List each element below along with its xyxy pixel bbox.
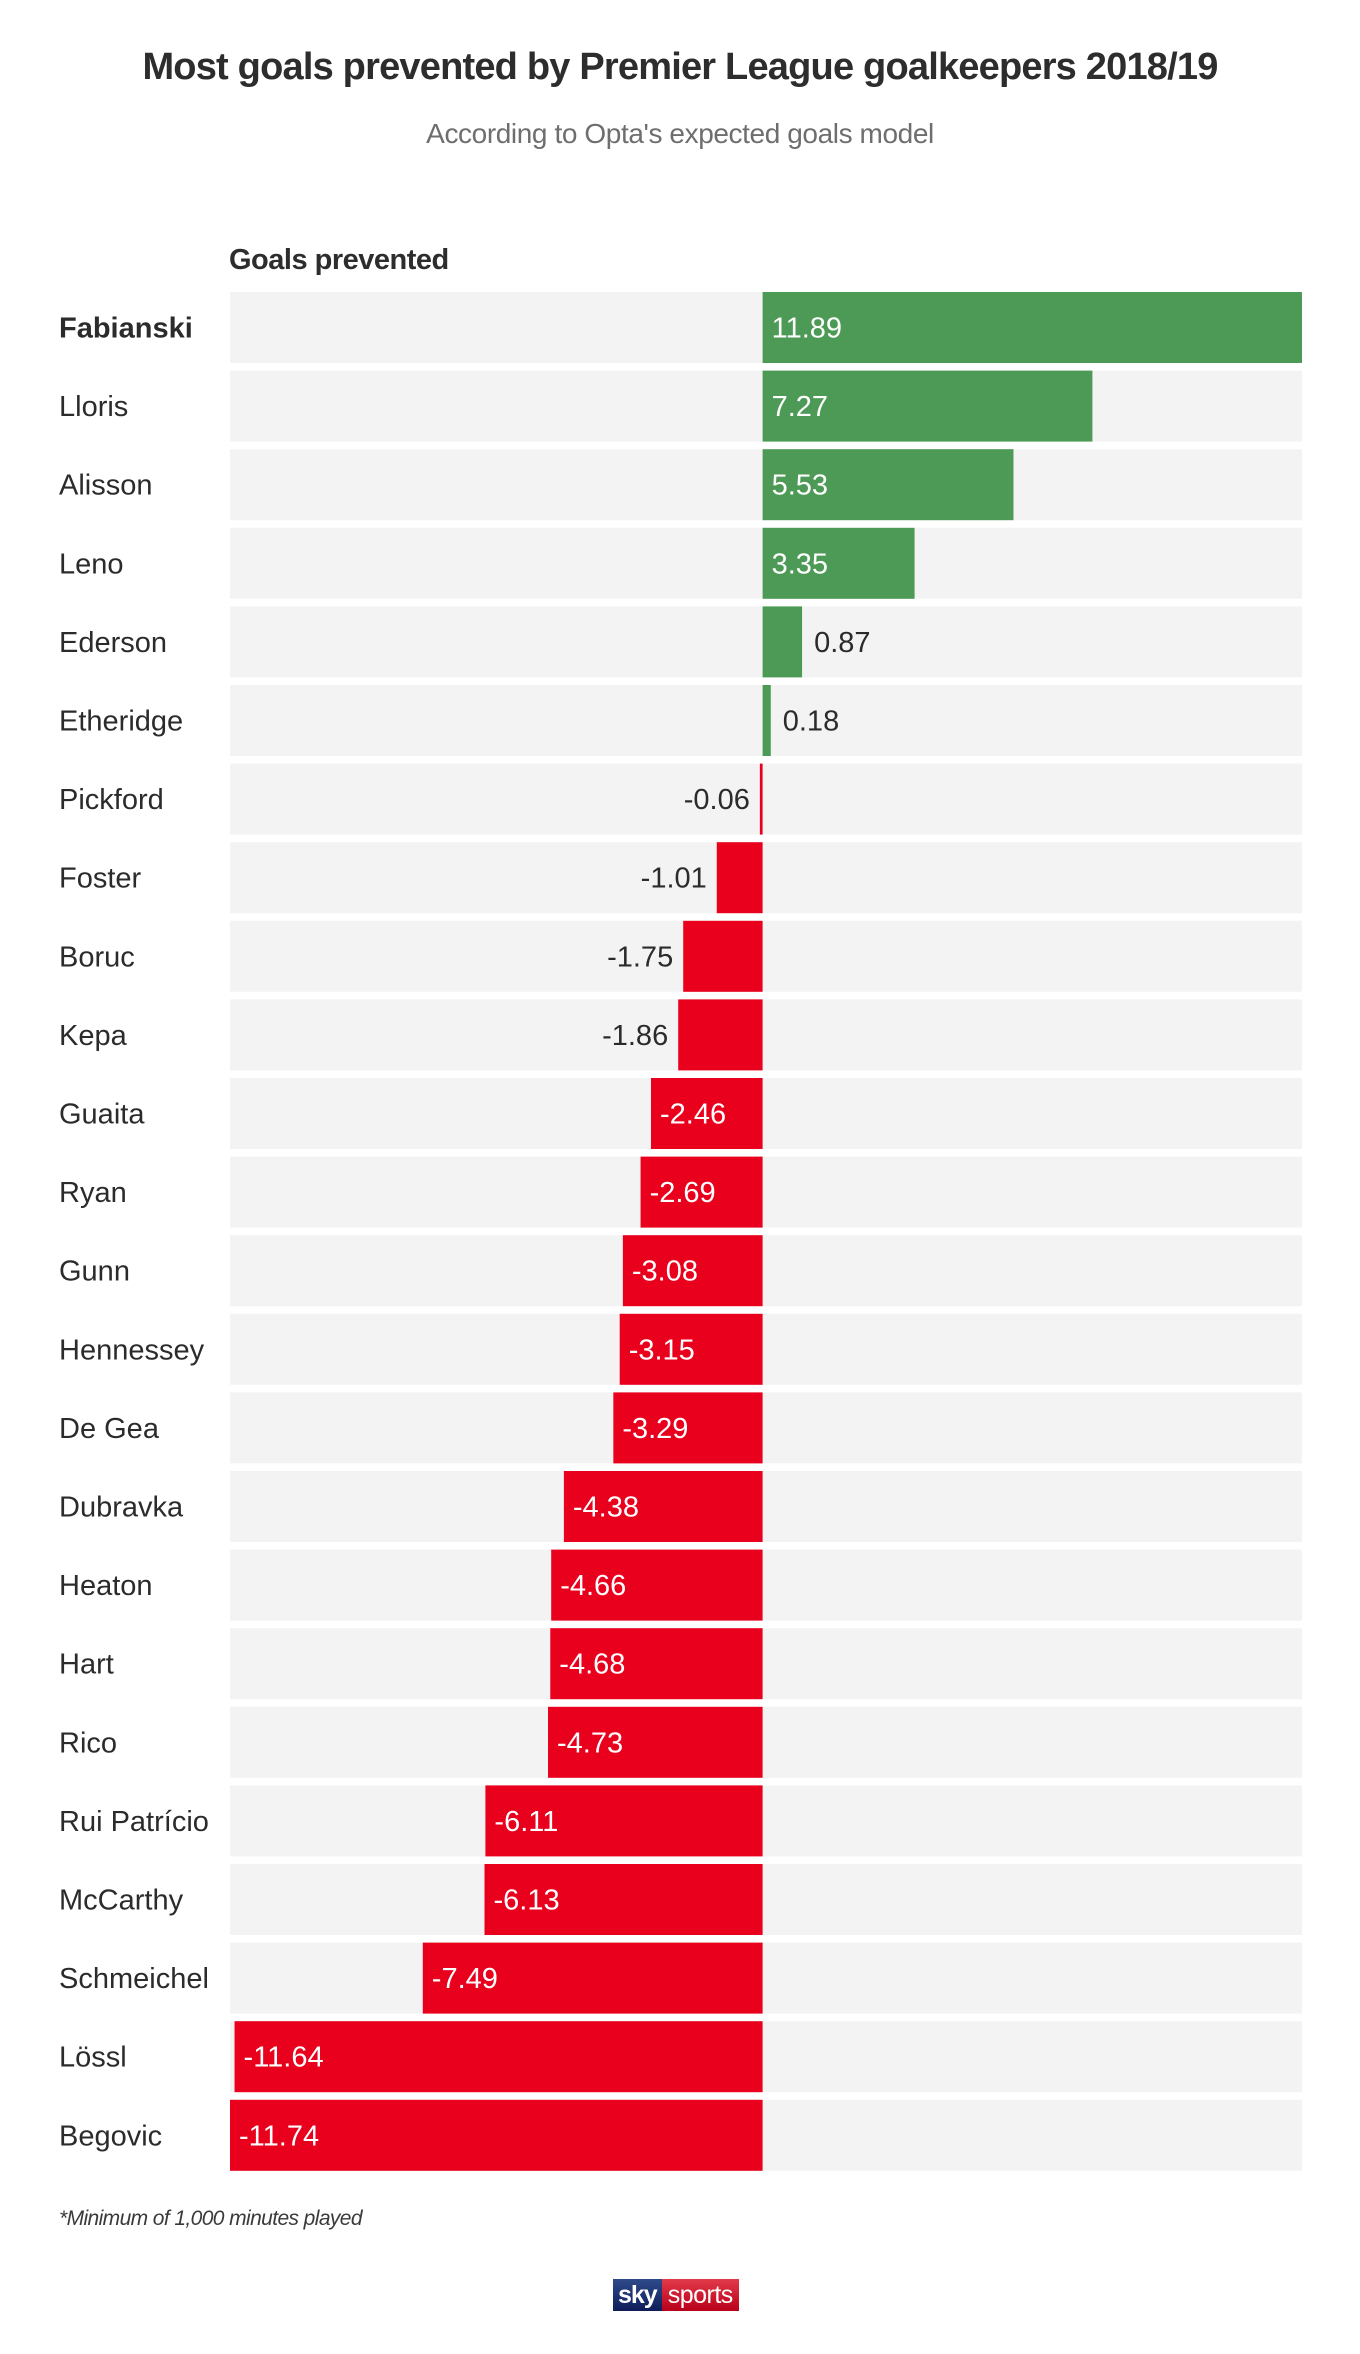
bar-track <box>230 1942 1302 2014</box>
bar <box>230 2099 763 2171</box>
category-label: Lössl <box>59 2042 127 2074</box>
chart-subtitle: According to Opta's expected goals model <box>426 118 934 149</box>
bar <box>683 920 763 992</box>
data-label: -6.11 <box>494 1806 558 1838</box>
data-label: -11.64 <box>244 2042 324 2074</box>
data-label: 11.89 <box>772 313 842 345</box>
category-label: Ryan <box>59 1177 127 1209</box>
category-label: Alisson <box>59 470 153 502</box>
category-label: Foster <box>59 863 142 895</box>
bar <box>622 1235 763 1307</box>
bar-track <box>230 1471 1302 1542</box>
bar-track <box>230 1235 1302 1307</box>
data-label: -0.06 <box>684 784 750 816</box>
bar <box>640 1156 763 1228</box>
category-label: Rui Patrício <box>59 1806 209 1838</box>
bar-track <box>230 1706 1302 1778</box>
data-label: 0.87 <box>814 627 870 659</box>
bar-track <box>230 1785 1302 1857</box>
bar <box>485 1785 763 1857</box>
data-label: -4.38 <box>573 1492 639 1524</box>
data-label: -4.68 <box>559 1649 625 1681</box>
bar <box>613 1392 763 1464</box>
bar <box>551 1549 763 1621</box>
bar <box>762 685 771 756</box>
data-label: -1.86 <box>602 1020 668 1052</box>
bar <box>762 449 1014 521</box>
category-label: Schmeichel <box>59 1963 209 1995</box>
data-label: -1.75 <box>607 941 673 973</box>
bar-track <box>230 763 1302 835</box>
bar <box>563 1471 763 1542</box>
bar <box>619 1313 763 1385</box>
data-label: 5.53 <box>772 470 828 502</box>
footnote: *Minimum of 1,000 minutes played <box>59 2207 363 2230</box>
bar-track <box>230 1313 1302 1385</box>
logo-sports-text: sports <box>661 2279 739 2311</box>
bar-track <box>230 1864 1302 1935</box>
bar <box>762 292 1302 363</box>
category-label: Leno <box>59 548 124 580</box>
data-label: -4.66 <box>560 1570 626 1602</box>
bar-track <box>230 920 1302 992</box>
data-label: -6.13 <box>494 1885 560 1917</box>
category-label: Heaton <box>59 1570 153 1602</box>
category-label: Ederson <box>59 627 167 659</box>
category-label: McCarthy <box>59 1885 184 1917</box>
category-label: Guaita <box>59 1099 145 1131</box>
data-label: -2.69 <box>650 1177 716 1209</box>
bar-track <box>230 999 1302 1071</box>
data-label: -4.73 <box>557 1727 623 1759</box>
category-label: Rico <box>59 1727 117 1759</box>
bar-track <box>230 1078 1302 1149</box>
bar <box>759 763 763 835</box>
logo-sky-text: sky <box>613 2279 662 2311</box>
bar-track <box>230 1549 1302 1621</box>
bar <box>678 999 763 1071</box>
category-label: Dubravka <box>59 1492 184 1524</box>
category-label: Lloris <box>59 391 128 423</box>
bar <box>762 606 803 678</box>
data-label: 3.35 <box>772 548 828 580</box>
category-label: Etheridge <box>59 706 183 738</box>
sky-sports-logo: sky sports <box>613 2279 739 2311</box>
bar <box>548 1706 763 1778</box>
data-label: 0.18 <box>783 706 839 738</box>
bar <box>716 842 763 914</box>
data-label: 7.27 <box>772 391 828 423</box>
category-label: De Gea <box>59 1413 160 1445</box>
bar-track <box>230 1392 1302 1464</box>
category-label: Begovic <box>59 2120 162 2152</box>
bar-track <box>230 1628 1302 1700</box>
data-label: -11.74 <box>239 2120 319 2152</box>
category-label: Boruc <box>59 941 135 973</box>
bar-track <box>230 842 1302 914</box>
x-axis-label: Goals prevented <box>229 244 449 276</box>
category-label: Fabianski <box>59 313 193 345</box>
bar <box>484 1864 763 1935</box>
data-label: -7.49 <box>432 1963 498 1995</box>
category-label: Hennessey <box>59 1334 205 1366</box>
category-label: Pickford <box>59 784 164 816</box>
bar <box>650 1078 763 1149</box>
data-label: -3.08 <box>632 1256 698 1288</box>
chart-title: Most goals prevented by Premier League g… <box>142 46 1218 88</box>
bar <box>762 527 915 599</box>
data-label: -1.01 <box>641 863 707 895</box>
data-label: -3.29 <box>622 1413 688 1445</box>
bar <box>762 370 1093 442</box>
bar <box>234 2021 763 2093</box>
bar <box>550 1628 763 1700</box>
bar-track <box>230 1156 1302 1228</box>
data-label: -2.46 <box>660 1099 726 1131</box>
category-label: Gunn <box>59 1256 130 1288</box>
category-label: Hart <box>59 1649 114 1681</box>
data-label: -3.15 <box>629 1334 695 1366</box>
bar <box>422 1942 763 2014</box>
category-label: Kepa <box>59 1020 128 1052</box>
